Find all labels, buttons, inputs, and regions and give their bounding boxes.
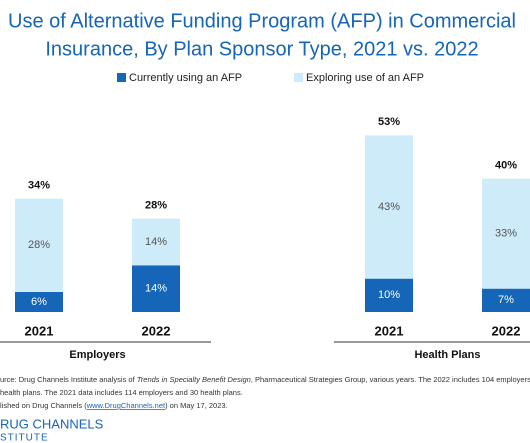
data-label: 14% bbox=[145, 283, 167, 295]
source-text: health plans. The 2021 data includes 114… bbox=[0, 388, 243, 397]
data-label: 6% bbox=[31, 296, 47, 308]
source-note: lished on Drug Channels (www.DrugChannel… bbox=[0, 401, 228, 410]
x-tick-label: 2021 bbox=[25, 323, 54, 338]
bar-segment bbox=[482, 288, 530, 312]
legend-label: Currently using an AFP bbox=[129, 72, 242, 84]
total-label: 34% bbox=[28, 180, 50, 192]
legend-label: Exploring use of an AFP bbox=[306, 72, 424, 84]
source-note: health plans. The 2021 data includes 114… bbox=[0, 388, 243, 397]
source-text: Trends in Specialty Benefit Design bbox=[137, 375, 251, 384]
source-note: urce: Drug Channels Institute analysis o… bbox=[0, 375, 530, 384]
source-text: , Pharmaceutical Strategies Group, vario… bbox=[251, 375, 530, 384]
total-label: 28% bbox=[145, 200, 167, 212]
bar-segment bbox=[15, 198, 63, 292]
source-text: urce: Drug Channels Institute analysis o… bbox=[0, 375, 137, 384]
chart-title: Insurance, By Plan Sponsor Type, 2021 vs… bbox=[45, 38, 478, 60]
bar-segment bbox=[15, 292, 63, 312]
legend-swatch bbox=[294, 73, 303, 82]
data-label: 28% bbox=[28, 239, 50, 251]
x-tick-label: 2022 bbox=[492, 323, 521, 338]
x-tick-label: 2021 bbox=[375, 323, 404, 338]
legend-swatch bbox=[117, 73, 126, 82]
logo: STITUTE bbox=[0, 433, 49, 443]
logo: RUG CHANNELS bbox=[0, 416, 104, 431]
chart-title: Use of Alternative Funding Program (AFP)… bbox=[8, 10, 516, 32]
data-label: 33% bbox=[495, 228, 517, 240]
data-label: 43% bbox=[378, 201, 400, 213]
bar-segment bbox=[132, 218, 180, 266]
x-tick-label: 2022 bbox=[142, 323, 171, 338]
source-text: lished on Drug Channels ( bbox=[0, 401, 87, 410]
bar-segment bbox=[482, 178, 530, 289]
source-text: ) on May 17, 2023. bbox=[165, 401, 228, 410]
data-label: 14% bbox=[145, 236, 167, 248]
group-label: Health Plans bbox=[414, 349, 480, 361]
data-label: 10% bbox=[378, 289, 400, 301]
bar-segment bbox=[365, 278, 413, 312]
source-text: www.DrugChannels.net bbox=[86, 401, 166, 410]
bar-segment bbox=[132, 265, 180, 312]
total-label: 53% bbox=[378, 116, 400, 128]
group-label: Employers bbox=[69, 349, 125, 361]
bar-segment bbox=[365, 135, 413, 279]
total-label: 40% bbox=[495, 160, 517, 172]
data-label: 7% bbox=[498, 294, 514, 306]
